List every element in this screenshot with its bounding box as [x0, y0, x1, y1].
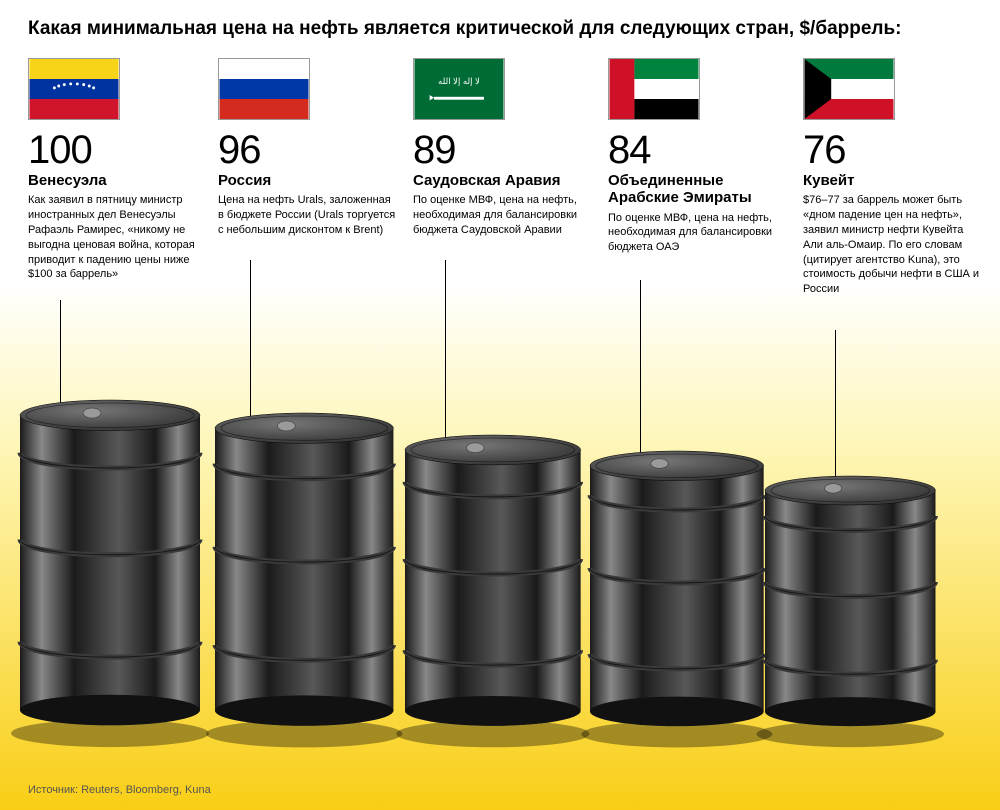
- flag-venezuela-icon: [28, 58, 120, 120]
- oil-barrel-icon: [215, 413, 393, 760]
- flag-kuwait-icon: [803, 58, 895, 120]
- country-column: لا إله إلا الله 89 Саудовская Аравия По …: [413, 58, 593, 238]
- flag-russia-icon: [218, 58, 310, 120]
- country-name: Кувейт: [803, 172, 983, 189]
- oil-barrel-icon: [590, 451, 764, 760]
- barrels-row: [0, 380, 1000, 760]
- country-name: Россия: [218, 172, 398, 189]
- country-column: 96 Россия Цена на нефть Urals, заложенна…: [218, 58, 398, 238]
- country-column: 100 Венесуэла Как заявил в пятницу минис…: [28, 58, 208, 282]
- country-name: Объединенные Арабские Эмираты: [608, 172, 788, 207]
- country-description: По оценке МВФ, цена на нефть, необходима…: [608, 211, 788, 256]
- flag-saudi-icon: لا إله إلا الله: [413, 58, 505, 120]
- country-column: 76 Кувейт $76–77 за баррель может быть «…: [803, 58, 983, 297]
- country-column: 84 Объединенные Арабские Эмираты По оцен…: [608, 58, 788, 255]
- price-value: 89: [413, 130, 593, 170]
- price-value: 100: [28, 130, 208, 170]
- country-description: Как заявил в пятницу министр иностранных…: [28, 193, 208, 282]
- country-description: По оценке МВФ, цена на нефть, необходима…: [413, 193, 593, 238]
- oil-barrel-icon: [405, 435, 581, 760]
- country-name: Венесуэла: [28, 172, 208, 189]
- oil-barrel-icon: [20, 400, 200, 760]
- country-description: Цена на нефть Urals, заложенная в бюджет…: [218, 193, 398, 238]
- oil-barrel-icon: [765, 476, 935, 760]
- flag-uae-icon: [608, 58, 700, 120]
- svg-text:لا إله إلا الله: لا إله إلا الله: [438, 76, 480, 87]
- source-text: Источник: Reuters, Bloomberg, Kuna: [28, 784, 211, 796]
- price-value: 96: [218, 130, 398, 170]
- country-description: $76–77 за баррель может быть «дном паден…: [803, 193, 983, 297]
- country-name: Саудовская Аравия: [413, 172, 593, 189]
- price-value: 84: [608, 130, 788, 170]
- price-value: 76: [803, 130, 983, 170]
- page-title: Какая минимальная цена на нефть является…: [28, 18, 902, 40]
